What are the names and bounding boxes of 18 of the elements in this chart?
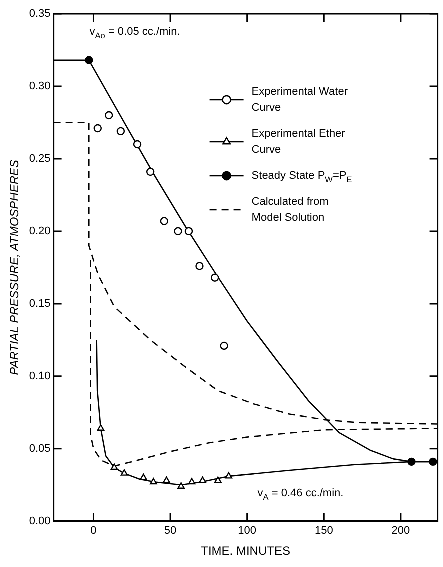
x-tick-label: 200 (392, 525, 410, 538)
y-tick-label: 0.00 (29, 515, 51, 528)
legend-label: Experimental Water Curve (252, 86, 348, 114)
x-axis-title: TIME. MINUTES (201, 544, 290, 558)
y-axis-title: PARTIAL PRESSURE, ATMOSPHERES (8, 160, 22, 376)
y-tick-label: 0.25 (29, 153, 51, 166)
x-tick-label: 100 (238, 525, 257, 538)
y-tick-label: 0.05 (29, 442, 51, 455)
x-tick-label: 150 (314, 525, 334, 538)
legend-label: Calculated from Model Solution (252, 196, 329, 224)
y-tick-label: 0.35 (29, 8, 51, 20)
x-tick-label: 0 (90, 525, 97, 538)
y-tick-label: 0.15 (29, 298, 51, 310)
x-tick-label: 50 (164, 525, 177, 538)
y-tick-label: 0.20 (29, 225, 51, 238)
legend-label: Experimental Ether Curve (252, 128, 346, 156)
y-tick-label: 0.30 (29, 80, 51, 93)
y-tick-label: 0.10 (29, 370, 51, 382)
